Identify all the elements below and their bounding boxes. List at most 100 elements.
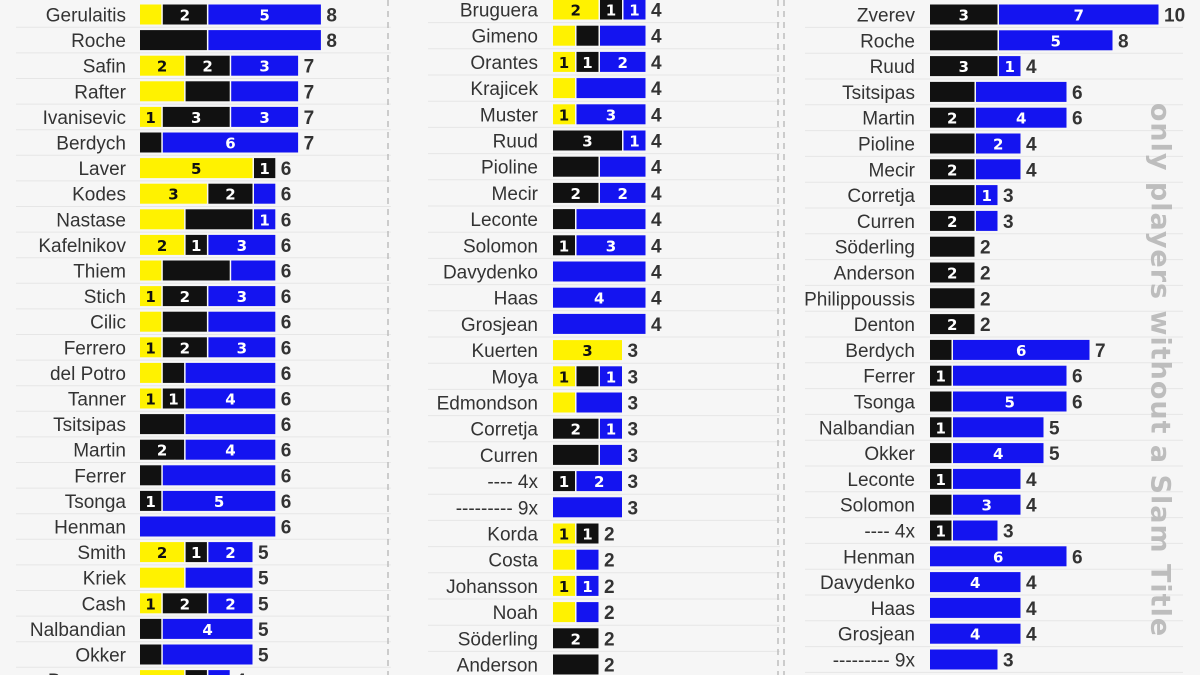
blue-segment	[553, 497, 622, 518]
player-label: Anderson	[457, 656, 538, 675]
segment-label: 4	[225, 442, 235, 460]
blue-segment	[953, 494, 1021, 515]
bar-row: Denton 2 2	[854, 314, 991, 336]
yellow-segment	[140, 209, 185, 230]
segment-label: 3	[237, 237, 247, 255]
segment-label: 2	[202, 58, 212, 76]
blue-segment	[576, 78, 646, 99]
total-label: 4	[651, 1, 662, 22]
bar-row: Ferrero 1 2 3 6	[64, 337, 291, 359]
total-label: 6	[1072, 367, 1083, 388]
player-label: Laver	[78, 159, 126, 180]
player-label: Haas	[871, 599, 915, 620]
total-label: 4	[651, 289, 662, 310]
total-label: 3	[628, 472, 639, 493]
bar-row: Ferrer 6	[74, 465, 291, 487]
player-label: Smith	[77, 543, 126, 564]
black-segment	[140, 644, 162, 665]
player-label: Solomon	[463, 236, 538, 257]
black-segment	[576, 366, 599, 387]
segment-label: 3	[582, 133, 592, 151]
blue-segment	[600, 182, 646, 203]
blue-segment	[231, 260, 276, 281]
segment-label: 1	[606, 421, 616, 439]
player-label: Muster	[480, 105, 539, 126]
blue-segment	[930, 623, 1021, 644]
yellow-segment	[140, 388, 162, 409]
player-label: Mecir	[869, 160, 916, 181]
blue-segment	[208, 30, 321, 51]
total-label: 5	[258, 569, 269, 590]
blue-segment	[953, 417, 1044, 438]
total-label: 6	[281, 364, 292, 385]
player-label: Krajicek	[470, 79, 538, 100]
bar-row: Haas 4 4	[494, 287, 662, 310]
blue-segment	[999, 56, 1021, 77]
bar-row: Kriek 5	[83, 567, 269, 590]
total-label: 4	[651, 184, 662, 205]
segment-label: 2	[180, 7, 190, 25]
segment-label: 4	[1016, 110, 1026, 128]
segment-label: 1	[145, 109, 155, 127]
black-segment	[140, 30, 207, 51]
player-label: ---- 4x	[864, 522, 915, 543]
total-label: 4	[1026, 496, 1037, 517]
player-label: Leconte	[847, 470, 915, 491]
yellow-segment	[553, 0, 599, 20]
player-label: Nalbandian	[30, 620, 126, 641]
segment-label: 5	[1051, 32, 1061, 50]
black-segment	[930, 365, 952, 386]
player-label: Söderling	[835, 238, 915, 259]
blue-segment	[999, 4, 1159, 25]
black-segment	[930, 314, 975, 335]
segment-label: 4	[970, 574, 980, 592]
total-label: 4	[651, 236, 662, 257]
black-segment	[553, 182, 599, 203]
segment-label: 4	[225, 391, 235, 409]
yellow-segment	[553, 366, 575, 387]
total-label: 2	[604, 577, 615, 598]
total-label: 6	[1072, 109, 1083, 130]
total-label: 6	[281, 466, 292, 487]
yellow-segment	[553, 549, 575, 570]
blue-segment	[600, 418, 622, 439]
total-label: 6	[281, 518, 292, 539]
bar-row: Tsonga 1 5 6	[65, 490, 291, 513]
segment-label: 2	[225, 595, 235, 613]
bar-row: Berdych 6 7	[56, 132, 314, 155]
blue-segment	[208, 542, 253, 563]
total-label: 5	[258, 543, 269, 564]
total-label: 6	[281, 185, 292, 206]
segment-label: 1	[259, 211, 269, 229]
black-segment	[930, 81, 975, 102]
segment-label: 1	[936, 419, 946, 437]
bar-row: Solomon 3 4	[840, 494, 1037, 517]
bar-row: Laver 5 1 6	[78, 158, 291, 180]
blue-segment	[600, 25, 646, 46]
total-label: 10	[1164, 6, 1185, 27]
total-label: 4	[1026, 160, 1037, 181]
player-label: Orantes	[470, 53, 538, 74]
player-label: Berdych	[56, 134, 126, 155]
black-segment	[930, 391, 952, 412]
black-segment	[930, 468, 952, 489]
blue-segment	[623, 130, 646, 151]
black-segment	[162, 286, 207, 307]
bar-row: Nalbandian 1 5	[819, 417, 1060, 439]
player-label: Rafter	[74, 82, 126, 103]
total-label: 6	[281, 210, 292, 231]
bar-row: Gimeno 4	[471, 25, 662, 48]
bar-row: Ivanisevic 1 3 3 7	[43, 106, 314, 129]
segment-label: 1	[259, 160, 269, 178]
bar-row: Mecir 2 4	[869, 159, 1037, 181]
segment-label: 2	[157, 442, 167, 460]
total-label: 5	[1049, 444, 1060, 465]
player-label: Roche	[71, 31, 126, 52]
total-label: 4	[651, 27, 662, 48]
segment-label: 2	[947, 265, 957, 283]
bar-row: Anderson 2	[457, 654, 615, 675]
blue-segment	[208, 286, 276, 307]
